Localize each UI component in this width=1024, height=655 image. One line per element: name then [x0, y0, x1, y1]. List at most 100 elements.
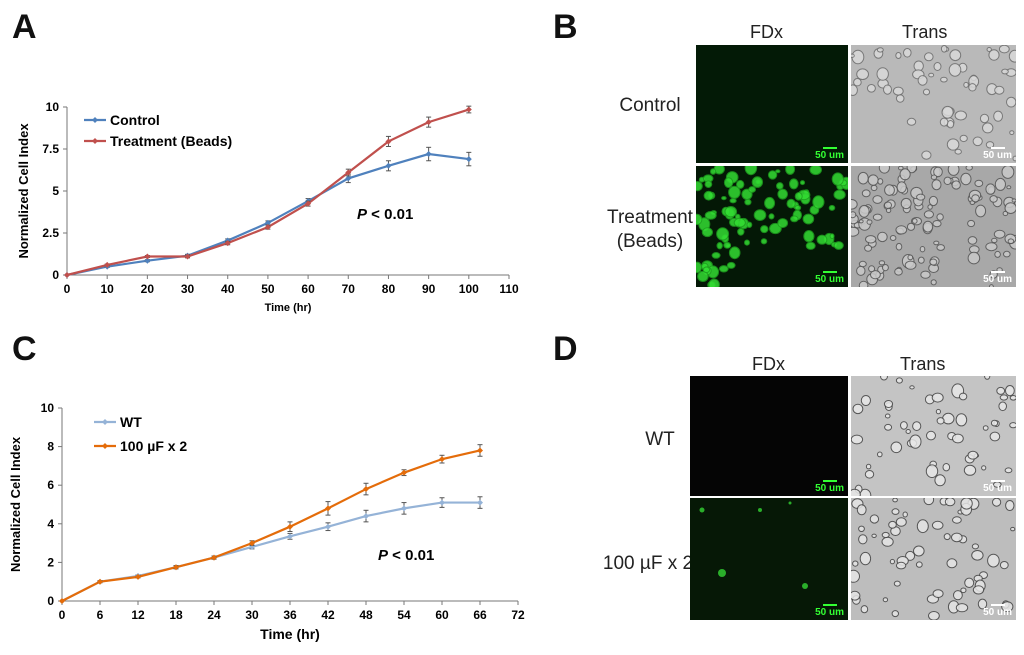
micrograph-wt-fdx: 50 um [690, 376, 848, 496]
micrograph-treatment-fdx: 50 um [696, 166, 848, 287]
cell [903, 48, 912, 58]
micrograph-control-trans: 50 um [851, 45, 1016, 163]
cell [860, 605, 869, 614]
legend-label: Treatment (Beads) [110, 133, 232, 149]
cell [1001, 68, 1009, 75]
cell [987, 553, 1000, 568]
cell [733, 217, 746, 228]
data-point [439, 499, 445, 506]
cell [899, 168, 911, 181]
cell [985, 183, 996, 195]
cell [993, 229, 1006, 239]
data-point [184, 253, 191, 260]
data-point [385, 138, 392, 145]
cell [979, 113, 990, 124]
y-axis-label: Normalized Cell Index [8, 436, 23, 572]
y-axis-label: Normalized Cell Index [16, 123, 31, 259]
cell [760, 238, 768, 245]
cell [805, 241, 816, 250]
x-tick-label: 66 [473, 608, 487, 622]
cell [851, 199, 858, 210]
cell [990, 419, 999, 427]
cell [851, 569, 860, 583]
y-tick-label: 0 [52, 268, 59, 282]
cell [928, 611, 940, 620]
cell [923, 210, 935, 219]
data-point [477, 499, 483, 506]
legend-label: Control [110, 112, 160, 128]
y-tick-label: 4 [47, 517, 54, 531]
cell [935, 408, 942, 415]
cell [953, 590, 963, 601]
cell [892, 86, 904, 96]
data-point [144, 257, 151, 264]
cell [888, 520, 897, 529]
cell [892, 498, 898, 503]
cell [751, 176, 764, 188]
cell [991, 237, 998, 244]
cell [701, 227, 713, 238]
cell [902, 511, 908, 518]
p-value-annotation: P < 0.01 [378, 547, 434, 564]
cell [943, 176, 952, 186]
data-point [264, 219, 271, 226]
x-tick-label: 30 [181, 282, 195, 296]
data-point [224, 240, 231, 247]
cell [906, 117, 917, 126]
cell [877, 451, 883, 458]
cell [748, 186, 756, 193]
cell [952, 516, 962, 524]
cell [954, 148, 962, 155]
cell [809, 166, 822, 176]
cell [768, 213, 775, 220]
x-tick-label: 12 [131, 608, 145, 622]
cell [877, 178, 884, 185]
scale-bar: 50 um [983, 604, 1012, 618]
row-label-wt: WT [645, 429, 675, 450]
cell [967, 251, 981, 265]
cell [951, 532, 963, 543]
cell [999, 561, 1009, 570]
cell [777, 218, 789, 229]
cell [985, 242, 998, 252]
cell [858, 534, 868, 545]
cell [1009, 395, 1016, 401]
cell [907, 254, 914, 261]
scale-bar: 50 um [815, 271, 844, 285]
cell [790, 215, 799, 223]
cell [884, 201, 892, 209]
cell [758, 508, 762, 512]
data-point [345, 175, 352, 182]
cell [831, 172, 844, 186]
cell [931, 392, 944, 403]
panel-label-a: A [12, 8, 37, 46]
cell [696, 213, 703, 226]
cell [884, 423, 893, 431]
cell [851, 84, 858, 96]
cell [878, 166, 890, 174]
cell [891, 508, 900, 515]
cell [884, 413, 891, 419]
cell [871, 533, 877, 538]
legend-marker [102, 419, 108, 425]
cell [1009, 422, 1016, 429]
y-tick-label: 2 [47, 555, 54, 569]
cell [959, 134, 968, 143]
cell [986, 47, 992, 52]
cell [729, 198, 737, 204]
y-tick-label: 10 [41, 401, 55, 415]
cell [710, 168, 717, 175]
cell [906, 222, 916, 231]
data-point [104, 261, 111, 268]
data-point [363, 486, 369, 493]
cell [1005, 385, 1015, 397]
data-point [385, 162, 392, 169]
cell [929, 258, 938, 266]
cell [900, 197, 912, 210]
panel-b-micrographs: FDx Trans Control Treatment (Beads) 50 u… [560, 0, 1020, 300]
cell [940, 45, 948, 53]
y-tick-label: 10 [46, 100, 60, 114]
cell [728, 246, 741, 260]
cell [723, 177, 734, 189]
cell [1005, 500, 1015, 511]
